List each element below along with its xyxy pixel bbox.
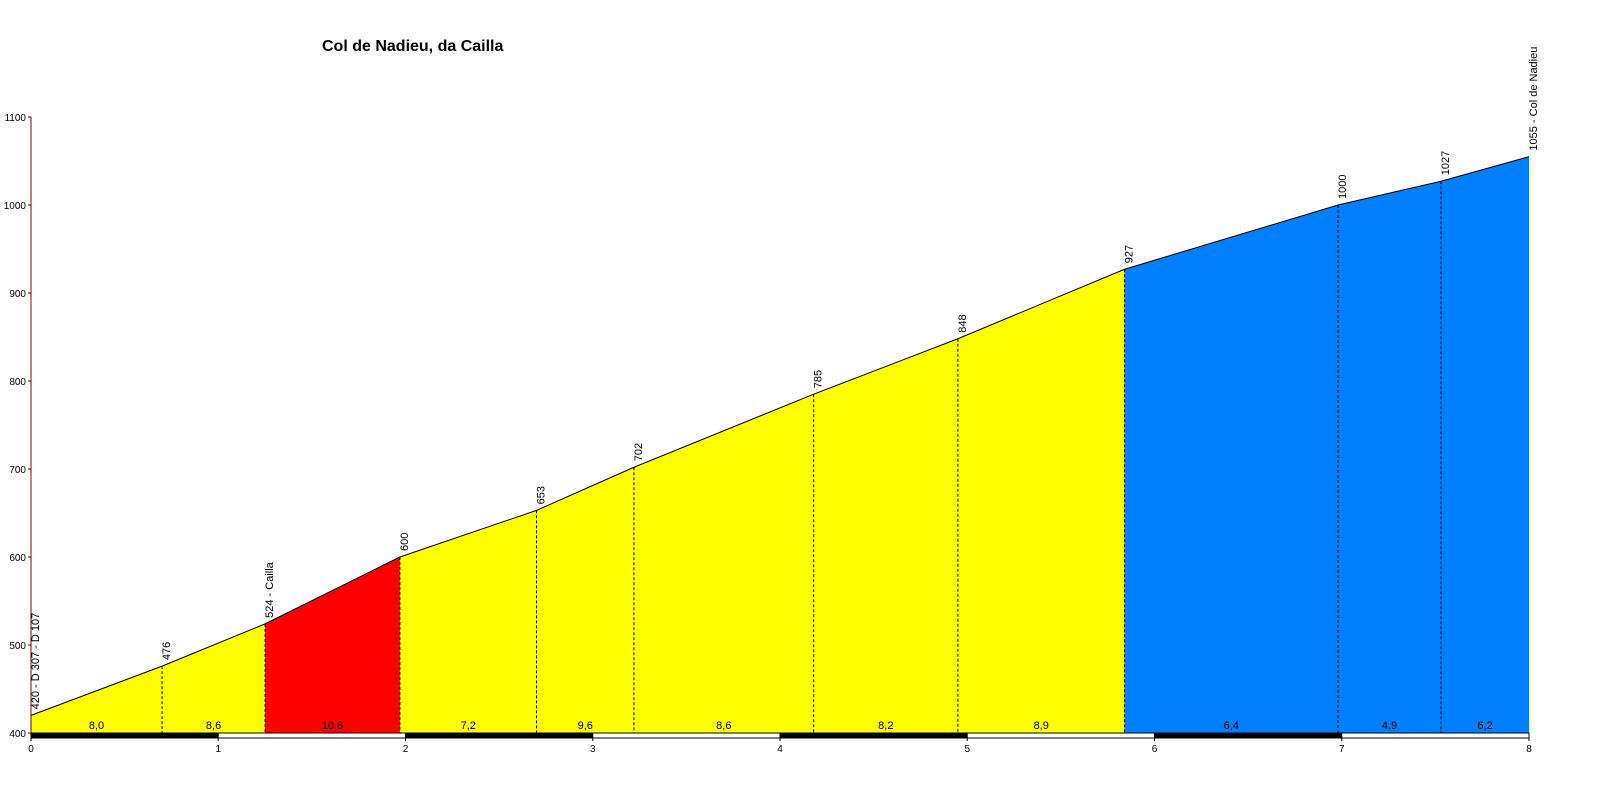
elevation-label-0: 420 - D 307 - D 107	[30, 613, 42, 710]
y-tick-label-7: 1100	[4, 113, 26, 124]
x-tick-label-6: 6	[1152, 744, 1158, 755]
gradient-label-2: 10,6	[322, 720, 343, 732]
gradient-label-1: 8,6	[206, 720, 221, 732]
elevation-label-3: 600	[399, 533, 411, 551]
x-tick-label-4: 4	[777, 744, 783, 755]
x-tick-label-7: 7	[1339, 744, 1345, 755]
y-tick-label-4: 800	[9, 377, 26, 388]
km-bar-7	[1341, 732, 1530, 739]
elevation-label-10: 1027	[1440, 151, 1452, 175]
x-tick-label-3: 3	[590, 744, 596, 755]
km-bar-6	[1154, 732, 1343, 739]
x-tick-label-1: 1	[215, 744, 221, 755]
x-tick-label-5: 5	[964, 744, 970, 755]
gradient-label-4: 9,6	[578, 720, 593, 732]
segment-area-0	[31, 666, 163, 733]
elevation-label-1: 476	[161, 642, 173, 660]
segment-area-2	[265, 557, 400, 733]
x-tick-label-2: 2	[403, 744, 409, 755]
segment-area-8	[1124, 205, 1339, 733]
elevation-label-7: 848	[957, 314, 969, 332]
segment-area-4	[536, 467, 634, 733]
elevation-label-4: 653	[536, 486, 548, 504]
segment-area-9	[1338, 181, 1441, 734]
km-bar-1	[217, 732, 406, 739]
y-tick-label-2: 600	[9, 553, 26, 564]
km-bar-5	[966, 732, 1155, 739]
profile-line	[30, 156, 1530, 716]
gradient-label-6: 8,2	[878, 720, 893, 732]
y-tick-label-0: 400	[9, 729, 26, 740]
gradient-label-3: 7,2	[461, 720, 476, 732]
gradient-label-9: 4,9	[1382, 720, 1397, 732]
elevation-label-6: 785	[813, 370, 825, 388]
segment-area-10	[1440, 156, 1529, 734]
segment-area-5	[633, 394, 814, 733]
elevation-label-11: 1055 - Col de Nadieu	[1528, 47, 1540, 151]
chart-title: Col de Nadieu, da Cailla	[322, 38, 504, 55]
gradient-label-10: 6,2	[1477, 720, 1492, 732]
gradient-label-0: 8,0	[89, 720, 104, 732]
elevation-label-2: 524 - Cailla	[264, 561, 276, 618]
segment-area-1	[162, 623, 266, 733]
km-bar-4	[779, 732, 968, 739]
gradient-label-7: 8,9	[1034, 720, 1049, 732]
elevation-label-9: 1000	[1337, 175, 1349, 199]
gradient-label-8: 6,4	[1224, 720, 1239, 732]
km-bar-0	[30, 732, 219, 739]
y-tick-label-5: 900	[9, 289, 26, 300]
y-tick-label-6: 1000	[4, 201, 27, 212]
y-tick-label-3: 700	[9, 465, 26, 476]
y-tick-label-1: 500	[9, 641, 26, 652]
x-tick-label-8: 8	[1526, 744, 1532, 755]
km-bar-2	[405, 732, 594, 739]
elevation-label-8: 927	[1124, 245, 1136, 263]
segment-area-3	[399, 510, 537, 733]
segment-area-7	[957, 269, 1125, 733]
gradient-label-5: 8,6	[716, 720, 731, 732]
segment-area-6	[813, 338, 958, 733]
elevation-label-5: 702	[633, 443, 645, 461]
km-bar-3	[592, 732, 781, 739]
x-tick-label-0: 0	[28, 744, 34, 755]
